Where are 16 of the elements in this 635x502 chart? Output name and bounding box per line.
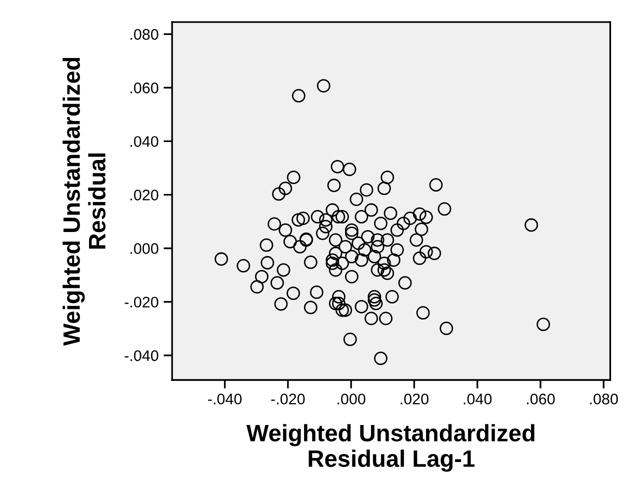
x-tick-label: -.020: [271, 394, 305, 404]
y-tick-label: .060: [130, 82, 158, 94]
x-axis-title: Weighted Unstandardized Residual Lag-1: [246, 424, 534, 472]
y-tick-label: -.040: [124, 350, 158, 362]
x-tick-label: .020: [400, 394, 428, 404]
y-tick-label: -.020: [124, 296, 158, 308]
x-tick-label: .000: [338, 394, 366, 404]
y-tick-label: .000: [130, 243, 158, 254]
x-tick-label: .040: [464, 394, 492, 404]
y-tick-label: .020: [130, 190, 158, 200]
y-tick-label: .080: [130, 29, 158, 40]
y-axis-title: Weighted Unstandardized Residual: [62, 58, 106, 346]
x-tick-label: -.040: [208, 394, 242, 404]
x-tick-label: .060: [527, 394, 555, 404]
y-tick-label: .040: [130, 136, 158, 147]
x-tick-label: .080: [590, 394, 618, 404]
